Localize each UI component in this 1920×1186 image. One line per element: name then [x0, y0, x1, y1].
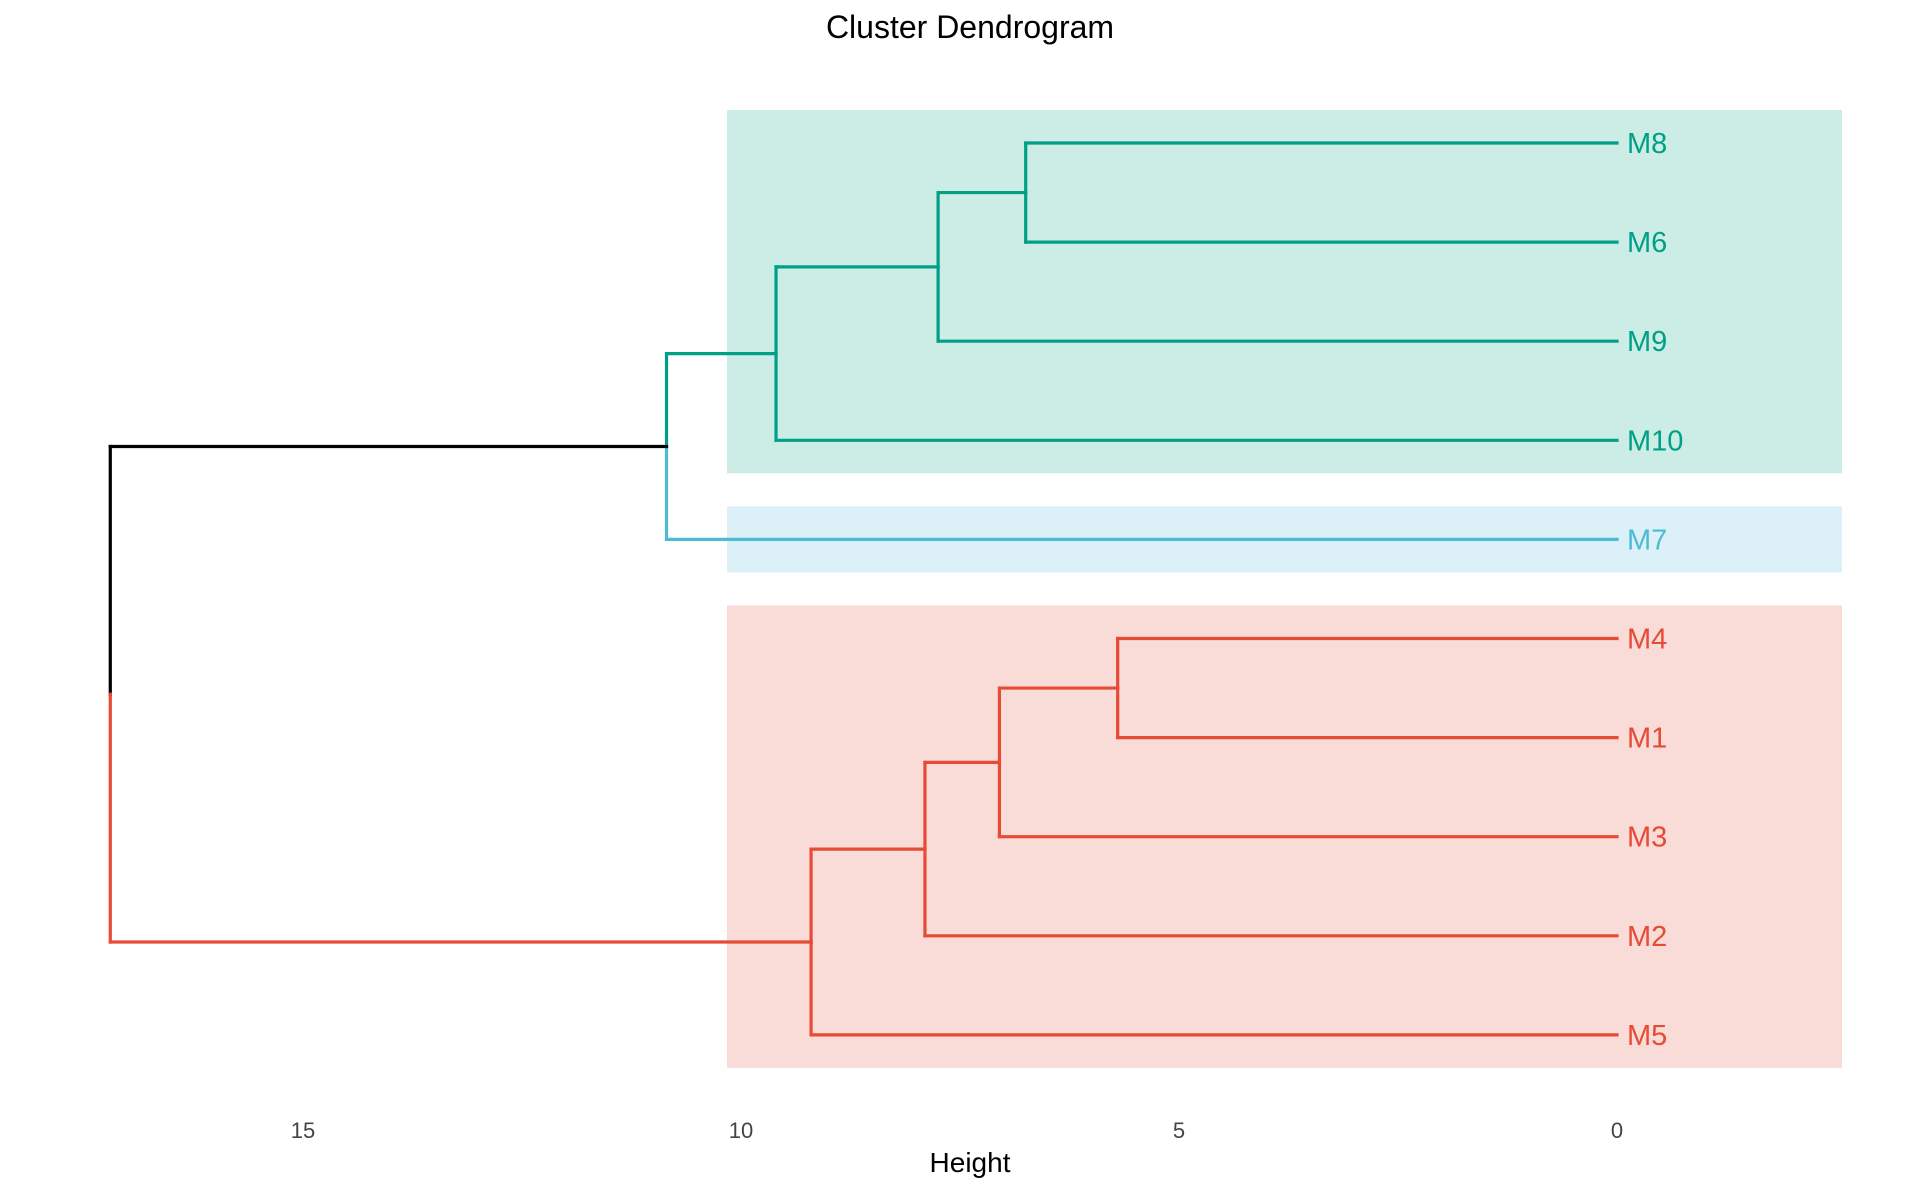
- dendrogram-branches: [108, 141, 1619, 1037]
- x-tick-label-5: 5: [1173, 1118, 1185, 1143]
- leaf-label-m3: M3: [1627, 822, 1667, 854]
- x-axis-title: Height: [930, 1147, 1011, 1178]
- leaf-label-m9: M9: [1627, 326, 1667, 358]
- cluster-rectangles: [727, 110, 1842, 1068]
- leaf-label-m8: M8: [1627, 128, 1667, 160]
- leaf-label-m5: M5: [1627, 1020, 1667, 1052]
- leaf-label-m7: M7: [1627, 524, 1667, 556]
- leaf-label-m6: M6: [1627, 227, 1667, 259]
- cluster-rect-1: [727, 110, 1842, 474]
- leaf-label-m2: M2: [1627, 921, 1667, 953]
- leaf-label-m10: M10: [1627, 425, 1683, 457]
- x-tick-label-15: 15: [291, 1118, 315, 1143]
- leaf-labels: M8 M6 M9 M10 M7 M4 M1 M3 M2 M5: [1627, 128, 1683, 1052]
- x-tick-label-10: 10: [729, 1118, 753, 1143]
- chart-title: Cluster Dendrogram: [826, 9, 1114, 45]
- x-tick-label-0: 0: [1611, 1118, 1623, 1143]
- leaf-label-m4: M4: [1627, 624, 1667, 656]
- leaf-label-m1: M1: [1627, 723, 1667, 755]
- x-axis-ticks: 15 10 5 0: [291, 1118, 1623, 1143]
